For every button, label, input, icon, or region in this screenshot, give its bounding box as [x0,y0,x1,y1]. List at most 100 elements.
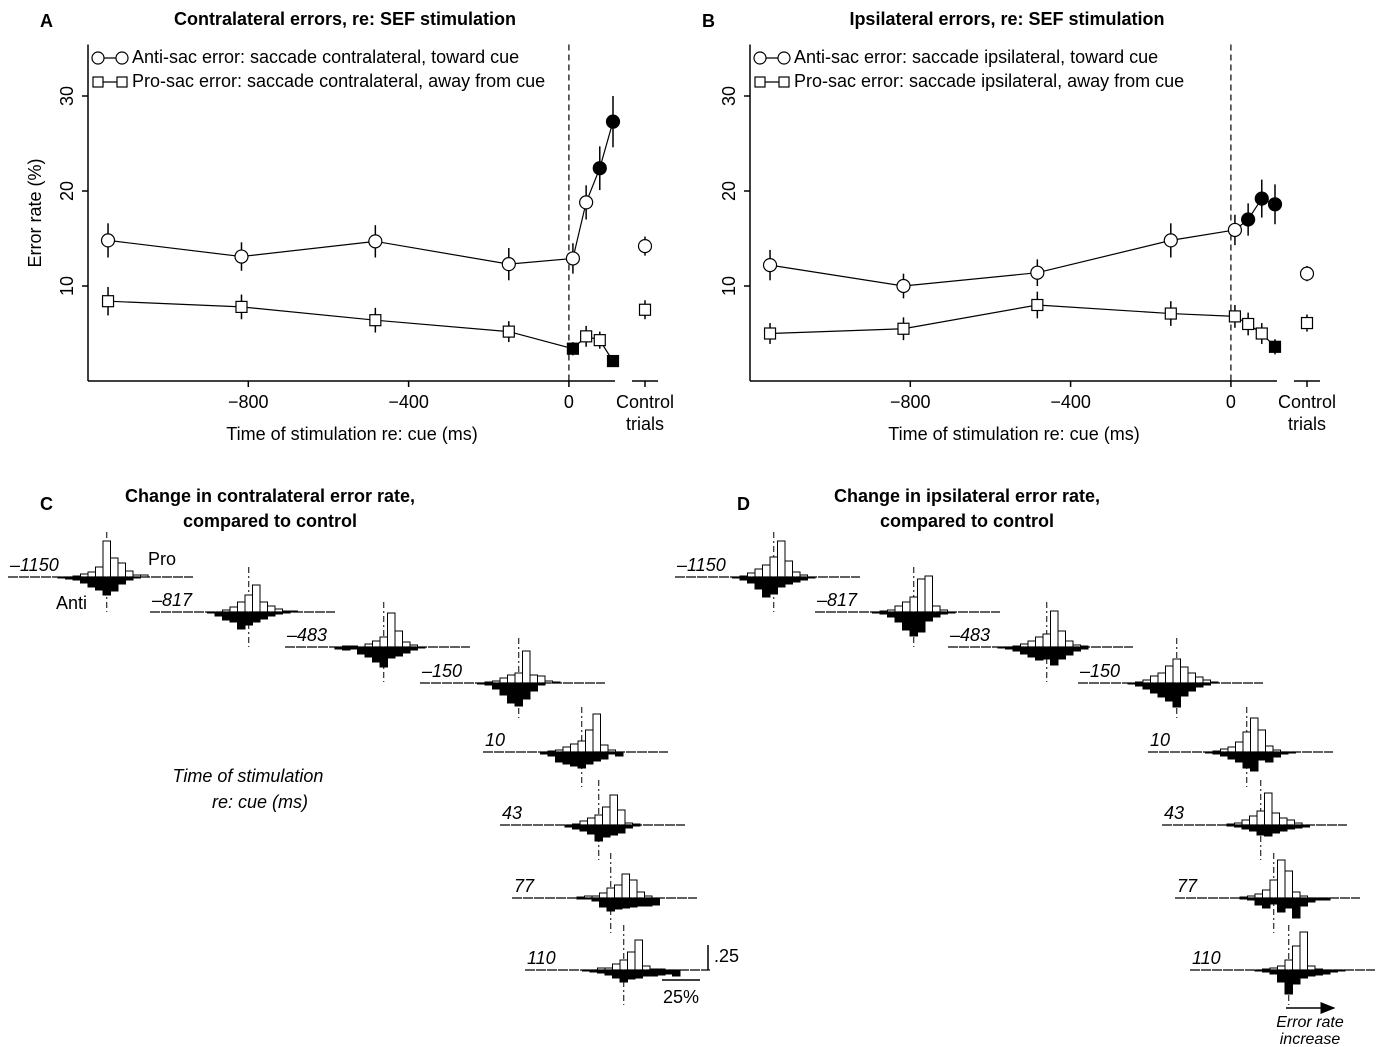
pro-bar [777,540,786,578]
pro-bar [562,746,571,753]
data-point [565,251,581,266]
pro-bar [1241,819,1250,826]
anti-bar [1277,897,1286,913]
data-point [234,249,249,264]
data-point [1030,265,1045,280]
arrow-label: Error rate [1276,1014,1344,1031]
pro-bar [1250,717,1259,753]
anti-bar [1020,646,1029,655]
scale-label-y: .25 [714,946,739,966]
anti-bar [627,969,636,980]
anti-bar [244,611,253,626]
pro-bar [110,557,119,578]
x-tick-label: 0 [564,392,574,412]
pro-bar [1050,610,1059,648]
pro-bar [394,630,403,648]
anti-bar [1035,646,1044,661]
anti-bar [514,682,523,707]
anti-bar [1042,646,1051,660]
pro-bar [1042,633,1051,648]
anti-bar [1314,969,1323,976]
data-point [592,161,607,176]
anti-bar [672,969,681,977]
anti-bar [612,969,621,979]
chart-title: Contralateral errors, re: SEF stimulatio… [174,9,516,29]
data-point [579,195,594,210]
pro-bar [387,612,396,648]
anti-bar [600,751,609,760]
anti-bar [619,969,628,983]
data-point [1267,197,1283,212]
control-label: Control [616,392,674,412]
x-axis-title: Time of stimulation re: cue (ms) [226,424,477,444]
legend-marker [777,51,791,65]
panel-title: compared to control [183,511,357,531]
anti-bar [1250,751,1259,772]
pro-bar [1284,959,1293,971]
pro-bar [621,873,630,899]
row-label: 10 [485,730,505,750]
anti-bar [1257,751,1266,761]
legend-marker [91,51,105,65]
pro-bar [1257,729,1266,753]
legend-marker [115,51,129,65]
pro-bar [1150,675,1159,684]
anti-bar [1187,682,1196,692]
legend-marker [754,76,766,88]
data-point [1242,317,1255,331]
anti-bar [1292,969,1301,985]
legend-marker [92,76,104,88]
row-label: –1150 [9,555,59,575]
row-label: –483 [949,625,990,645]
pro-bar [402,641,411,648]
pro-bar [599,892,608,899]
anti-bar [649,969,658,977]
pro-bar [514,672,523,684]
anti-bar [1307,969,1316,977]
anti-bar [894,611,903,623]
data-point [1227,222,1243,238]
anti-bar [587,824,596,835]
row-label: 110 [527,948,556,968]
anti-bar [1292,897,1301,919]
pro-bar [244,594,253,613]
pro-bar [229,606,238,613]
data-point [368,234,383,249]
scale-label-x: 25% [663,987,699,1007]
anti-bar [229,611,238,623]
pro-bar [1195,676,1204,684]
x-tick-label: −800 [228,392,269,412]
pro-bar [636,891,645,899]
anti-label: Anti [56,593,87,613]
panel-title: Change in contralateral error rate, [125,486,415,506]
anti-bar [387,646,396,659]
series-line [107,121,614,265]
data-point [501,257,516,272]
anti-bar [792,576,801,583]
data-point [502,325,515,338]
pro-label: Pro [148,549,176,569]
legend-marker [753,51,767,65]
series-line [770,304,1276,348]
anti-bar [1271,824,1280,834]
pro-bar [372,640,381,648]
row-label: –483 [286,625,327,645]
anti-bar [1284,897,1293,909]
panel-title: Change in ipsilateral error rate, [834,486,1100,506]
anti-bar [642,969,651,977]
pro-bar [1165,665,1174,684]
pro-bar [102,540,111,578]
anti-bar [1299,969,1308,979]
data-point [593,334,606,347]
axis-note: Time of stimulation [173,766,324,786]
row-label: –817 [816,590,858,610]
anti-bar [252,611,261,623]
legend-label: Pro-sac error: saccade ipsilateral, away… [794,71,1184,91]
anti-bar [87,576,96,588]
anti-bar [507,682,516,704]
pro-bar [600,744,609,753]
pro-bar [1256,810,1265,826]
pro-bar [1180,666,1189,684]
data-point [763,327,777,340]
